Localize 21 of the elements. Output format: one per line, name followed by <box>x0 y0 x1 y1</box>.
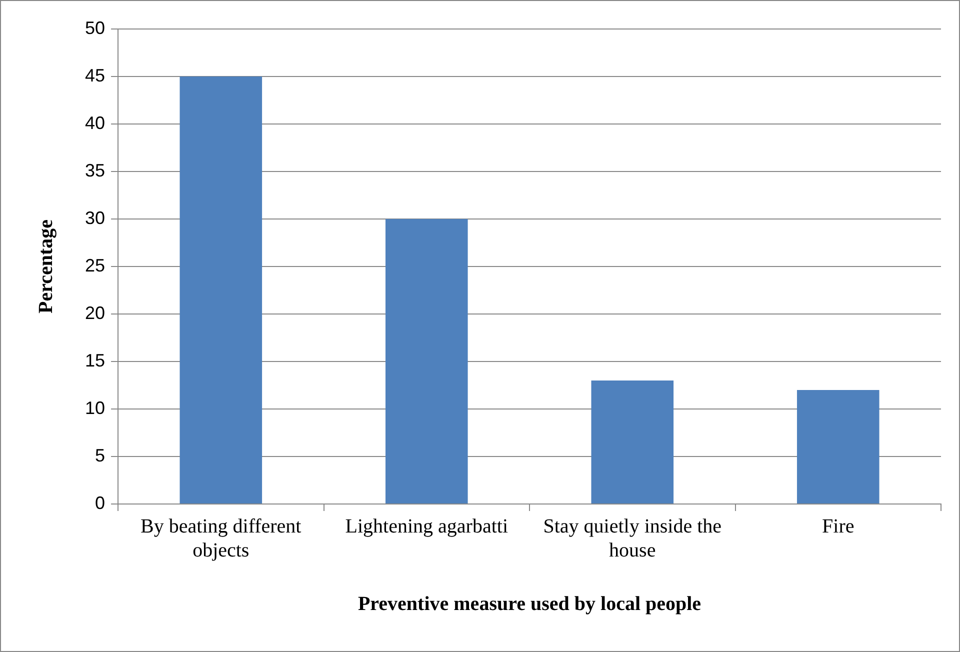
x-tick-label: Fire <box>822 515 854 538</box>
y-tick-label: 20 <box>84 302 106 323</box>
y-tick-label: 35 <box>84 160 106 180</box>
y-tick-label: 25 <box>84 255 106 276</box>
y-tick-label: 0 <box>95 492 106 513</box>
y-tick-label: 5 <box>95 445 106 466</box>
y-tick-label: 40 <box>84 112 106 133</box>
y-tick-label: 15 <box>84 350 106 370</box>
x-axis-title: Preventive measure used by local people <box>358 593 702 616</box>
x-tick-label: Lightening agarbatti <box>345 515 508 538</box>
x-tick-label: By beating different objects <box>140 515 302 562</box>
bar <box>180 76 262 504</box>
bar <box>796 390 880 504</box>
bar <box>591 380 674 504</box>
y-tick-label: 10 <box>84 398 106 418</box>
y-tick-label: 45 <box>84 65 106 86</box>
x-tick-label: Stay quietly inside the house <box>543 515 722 562</box>
y-tick-label: 30 <box>84 208 106 228</box>
y-axis-title: Percentage <box>35 219 58 314</box>
bar <box>385 219 468 504</box>
y-tick-label: 50 <box>84 18 106 38</box>
